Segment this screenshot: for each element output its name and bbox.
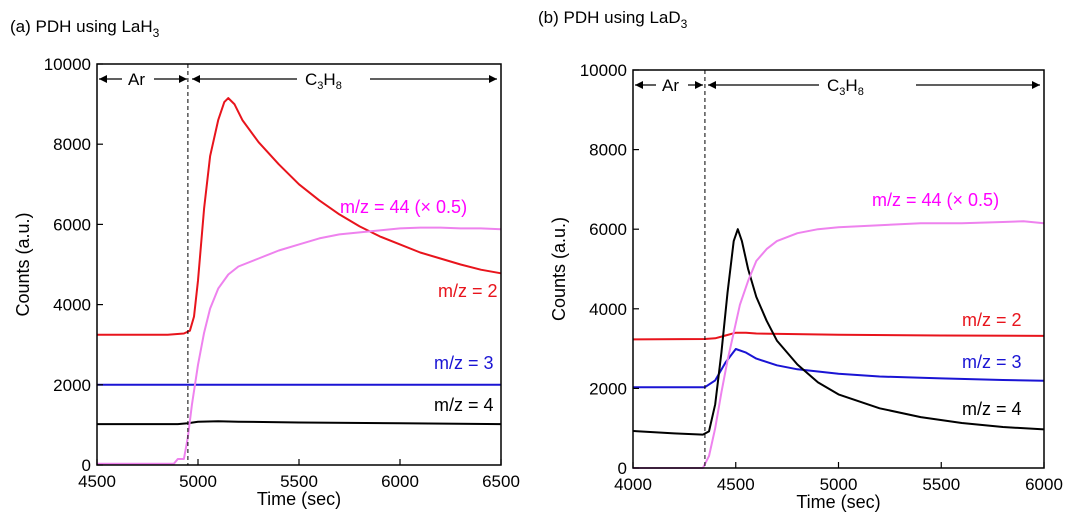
y-tick-label: 0 [82, 456, 91, 475]
label-mz2: m/z = 2 [962, 310, 1022, 330]
ar-label: Ar [128, 70, 145, 89]
ar-arrowhead-left [635, 81, 643, 89]
label-mz3: m/z = 3 [434, 353, 494, 373]
label-mz3: m/z = 3 [962, 352, 1022, 372]
series-line-m-z-4 [97, 420, 502, 426]
y-tick-label: 4000 [589, 300, 627, 319]
label-mz44: m/z = 44 (× 0.5) [872, 190, 999, 210]
c3h8-arrowhead-right [489, 75, 497, 83]
ar-arrowhead-left [99, 75, 107, 83]
c3h8-arrowhead-left [708, 81, 716, 89]
ar-arrowhead-right [695, 81, 703, 89]
x-tick-label: 6000 [381, 472, 419, 491]
y-tick-label: 8000 [53, 135, 91, 154]
y-tick-label: 2000 [589, 379, 627, 398]
chart-panel-a: (a) PDH using LaH3 4500 5000 5500 6000 6500 0 2… [10, 17, 520, 509]
x-tick-label: 6500 [482, 472, 520, 491]
label-mz2: m/z = 2 [438, 281, 498, 301]
c3h8-label: C3H8 [827, 76, 864, 98]
y-tick-label: 4000 [53, 296, 91, 315]
x-tick-label: 4500 [717, 475, 755, 494]
label-mz4: m/z = 4 [434, 395, 494, 415]
x-tick-label: 4000 [614, 475, 652, 494]
y-axis-label: Counts (a.u.) [549, 217, 569, 321]
x-tick-label: 5000 [179, 472, 217, 491]
x-axis-label: Time (sec) [257, 489, 341, 509]
y-tick-label: 8000 [589, 141, 627, 160]
x-tick-label: 6000 [1025, 475, 1063, 494]
x-tick-label: 5500 [280, 472, 318, 491]
y-tick-label: 10000 [44, 55, 91, 74]
y-tick-label: 6000 [53, 215, 91, 234]
label-mz44: m/z = 44 (× 0.5) [340, 197, 467, 217]
y-tick-label: 0 [618, 459, 627, 478]
series-line-m-z-2 [97, 97, 502, 336]
series-line-m-z-3 [633, 348, 1045, 389]
y-axis-label: Counts (a.u.) [13, 212, 33, 316]
y-tick-label: 2000 [53, 376, 91, 395]
label-mz4: m/z = 4 [962, 399, 1022, 419]
x-axis-label: Time (sec) [796, 492, 880, 512]
panel-title: (b) PDH using LaD3 [538, 8, 688, 31]
c3h8-label: C3H8 [305, 70, 342, 92]
series-line-m-z-2 [632, 331, 1045, 341]
panel-title: (a) PDH using LaH3 [10, 17, 160, 40]
series-line-m-z-4 [632, 228, 1045, 436]
c3h8-arrowhead-right [1032, 81, 1040, 89]
c3h8-arrowhead-left [192, 75, 200, 83]
x-tick-label: 5000 [820, 475, 858, 494]
ar-arrowhead-right [179, 75, 187, 83]
series-line-m-z-44-0-5- [633, 220, 1045, 469]
series-line-m-z-44-0-5- [97, 226, 502, 465]
chart-panel-b: (b) PDH using LaD3 4000 4500 5000 5500 6000 0 2… [538, 8, 1063, 512]
x-tick-label: 4500 [78, 472, 116, 491]
y-tick-label: 10000 [580, 61, 627, 80]
y-tick-label: 6000 [589, 220, 627, 239]
ar-label: Ar [662, 76, 679, 95]
x-tick-label: 5500 [922, 475, 960, 494]
